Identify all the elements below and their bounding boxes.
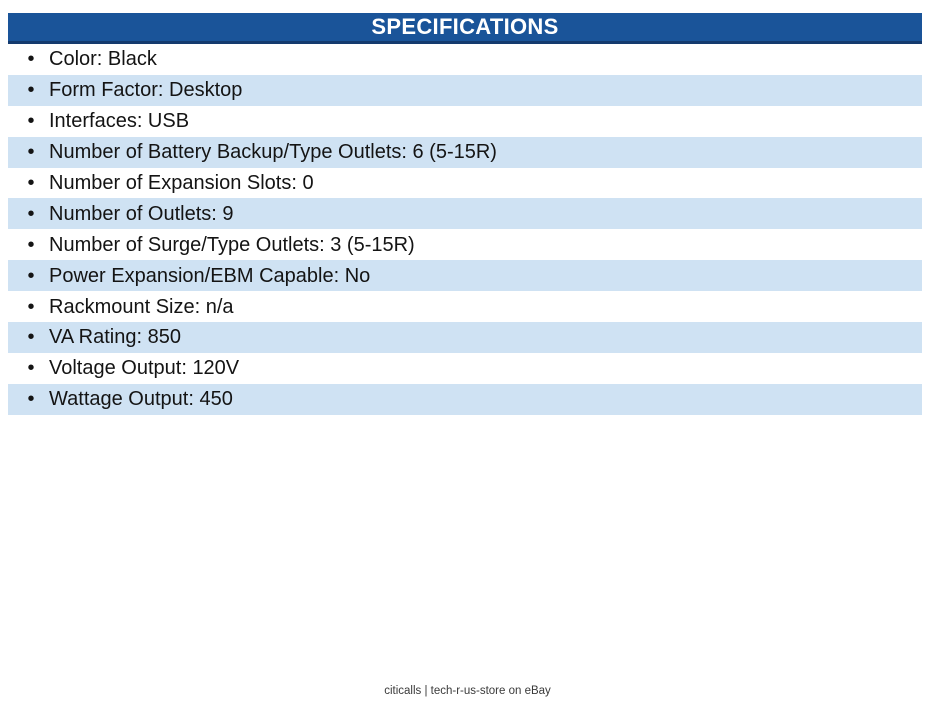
spec-row-battery-backup-outlets: • Number of Battery Backup/Type Outlets:…: [8, 136, 922, 168]
spec-text: Number of Battery Backup/Type Outlets: 6…: [49, 141, 497, 164]
spec-text: Number of Outlets: 9: [49, 202, 234, 225]
spec-text: Number of Surge/Type Outlets: 3 (5-15R): [49, 233, 415, 256]
spec-row-voltage-output: • Voltage Output: 120V: [8, 352, 922, 384]
bullet-icon: •: [27, 79, 35, 102]
spec-row-wattage-output: • Wattage Output: 450: [8, 383, 922, 415]
spec-text: Wattage Output: 450: [49, 388, 233, 411]
spec-row-power-expansion: • Power Expansion/EBM Capable: No: [8, 260, 922, 292]
spec-text: Power Expansion/EBM Capable: No: [49, 264, 371, 287]
bullet-icon: •: [27, 357, 35, 380]
bullet-icon: •: [27, 388, 35, 411]
specifications-header: SPECIFICATIONS: [8, 13, 922, 44]
bullet-icon: •: [27, 172, 35, 194]
specifications-table: SPECIFICATIONS • Color: Black • Form Fac…: [8, 13, 922, 415]
specifications-title: SPECIFICATIONS: [371, 14, 559, 39]
spec-text: Form Factor: Desktop: [49, 79, 243, 102]
spec-row-expansion-slots: • Number of Expansion Slots: 0: [8, 167, 922, 199]
spec-text: Color: Black: [49, 48, 157, 71]
spec-text: Interfaces: USB: [49, 110, 190, 133]
bullet-icon: •: [27, 326, 35, 349]
spec-row-color: • Color: Black: [8, 44, 922, 75]
bullet-icon: •: [27, 264, 35, 287]
bullet-icon: •: [27, 233, 35, 256]
bullet-icon: •: [27, 202, 35, 225]
bullet-icon: •: [27, 295, 35, 318]
spec-row-interfaces: • Interfaces: USB: [8, 105, 922, 137]
bullet-icon: •: [27, 48, 35, 71]
spec-text: Number of Expansion Slots: 0: [49, 172, 314, 194]
specifications-rows: • Color: Black • Form Factor: Desktop • …: [8, 44, 922, 415]
footer-credit: citicalls | tech-r-us-store on eBay: [384, 685, 551, 697]
spec-row-surge-outlets: • Number of Surge/Type Outlets: 3 (5-15R…: [8, 229, 922, 261]
spec-row-rackmount-size: • Rackmount Size: n/a: [8, 291, 922, 323]
spec-row-va-rating: • VA Rating: 850: [8, 322, 922, 353]
bullet-icon: •: [27, 110, 35, 133]
spec-text: Voltage Output: 120V: [49, 357, 240, 380]
bullet-icon: •: [27, 141, 35, 164]
spec-text: Rackmount Size: n/a: [49, 295, 234, 318]
spec-row-number-of-outlets: • Number of Outlets: 9: [8, 198, 922, 230]
spec-text: VA Rating: 850: [49, 326, 181, 349]
spec-row-form-factor: • Form Factor: Desktop: [8, 74, 922, 106]
